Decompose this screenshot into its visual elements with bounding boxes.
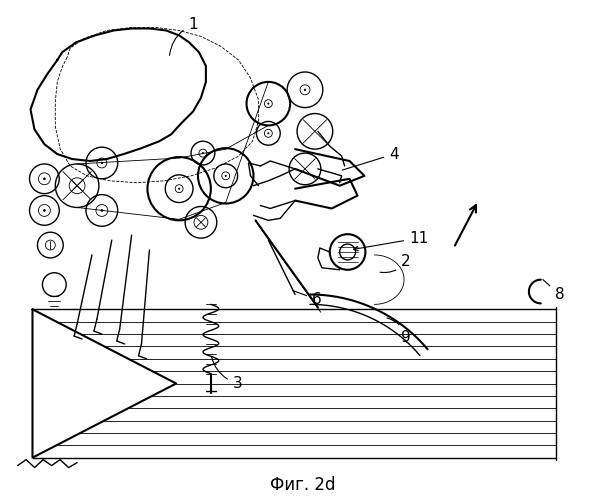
- Circle shape: [101, 162, 103, 164]
- Text: 3: 3: [211, 356, 242, 391]
- Text: 9: 9: [387, 318, 411, 344]
- Circle shape: [202, 152, 203, 154]
- Text: 1: 1: [169, 17, 198, 56]
- Circle shape: [178, 188, 180, 190]
- Circle shape: [304, 89, 306, 90]
- Text: 4: 4: [342, 146, 399, 170]
- Text: 2: 2: [380, 254, 411, 272]
- Circle shape: [101, 210, 103, 212]
- Circle shape: [268, 132, 269, 134]
- Circle shape: [44, 210, 46, 212]
- Text: 6: 6: [293, 290, 322, 307]
- Circle shape: [44, 178, 46, 180]
- Circle shape: [268, 103, 269, 104]
- Circle shape: [225, 175, 226, 176]
- Text: 8: 8: [543, 280, 565, 302]
- Text: 11: 11: [353, 230, 429, 251]
- Text: Фиг. 2d: Фиг. 2d: [270, 476, 336, 494]
